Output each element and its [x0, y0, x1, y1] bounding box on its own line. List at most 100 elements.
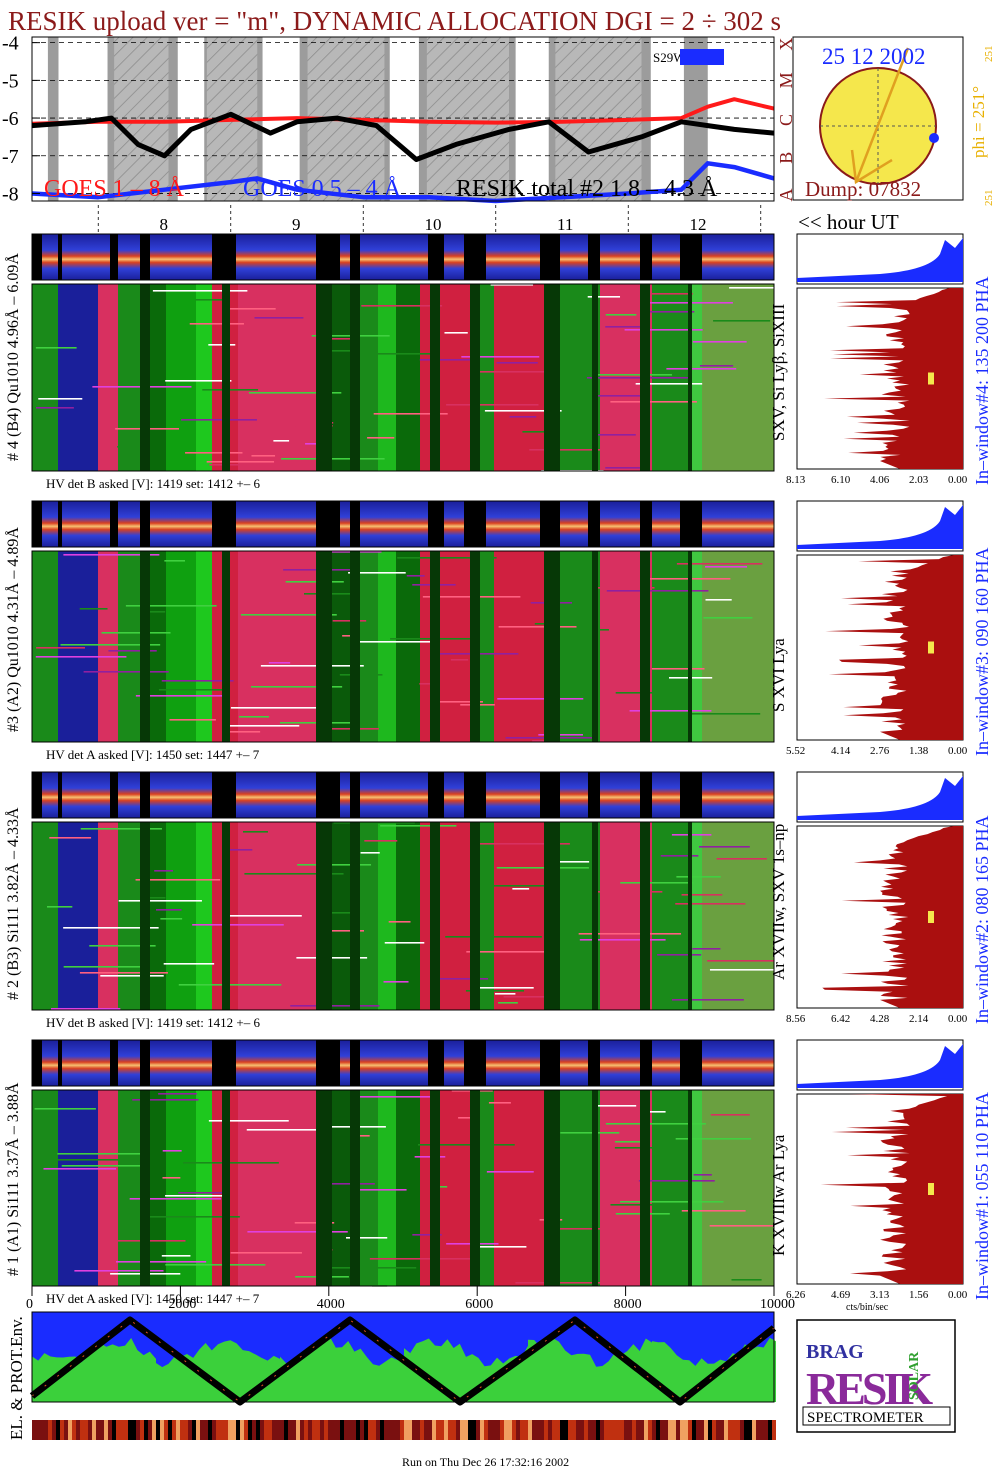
spectrogram-texture — [169, 719, 216, 721]
env-bar-cell — [540, 1420, 544, 1440]
spectrogram-column — [32, 551, 58, 742]
spectrogram-texture — [692, 341, 747, 343]
logo-brag: BRAG — [806, 1341, 864, 1363]
goes-series-2 — [31, 111, 775, 162]
spectrogram-column — [32, 1090, 58, 1286]
spectrogram-texture — [273, 440, 290, 442]
env-bar-cell — [536, 1420, 540, 1440]
spectrum-tick-label: 4.14 — [831, 745, 851, 757]
env-bar-cell — [756, 1420, 760, 1440]
env-bar-cell — [156, 1420, 160, 1440]
env-bar-cell — [52, 1420, 56, 1440]
spectrogram-dark-column — [430, 1090, 440, 1286]
legend-goes-short: GOES 0.5 – 4 Å — [243, 176, 402, 202]
spectrogram-dark-column — [140, 551, 150, 742]
spectrogram-column — [692, 284, 702, 471]
spectrum-profile — [825, 555, 963, 740]
strip-gap — [640, 234, 652, 280]
pha-distribution — [797, 1044, 963, 1088]
spectrogram-dark-column — [140, 1090, 150, 1286]
env-bar-cell — [564, 1420, 568, 1440]
spectrogram-column — [238, 284, 330, 471]
spectrogram-texture — [624, 329, 703, 331]
env-bar-cell — [372, 1420, 376, 1440]
spectrogram-frame — [31, 550, 775, 743]
spectrogram-texture — [135, 879, 221, 881]
spectrogram-dark-column — [350, 284, 360, 471]
goes-y-tick-label: -4 — [2, 33, 19, 55]
legend-resik-total: RESIK total #2 1.8 – 4.3 Å — [456, 176, 718, 202]
env-bar-cell — [380, 1420, 384, 1440]
spectrogram-texture — [63, 554, 160, 556]
detector-title: # 1 (A1) Si111 3.37Å – 3.88Å — [4, 1082, 22, 1276]
spectrogram-texture — [360, 852, 380, 854]
env-bar-cell — [444, 1420, 448, 1440]
spectrogram-texture — [419, 683, 437, 685]
spectrum-tick-label: 0.00 — [948, 474, 968, 486]
strip-frame — [31, 233, 775, 281]
spectrogram-column — [196, 822, 212, 1010]
spectrogram-texture — [189, 323, 244, 325]
goes-y-tick-label: -7 — [2, 146, 19, 168]
page-title: RESIK upload ver = "m", DYNAMIC ALLOCATI… — [8, 6, 781, 36]
spectrogram-texture — [244, 873, 344, 875]
env-bar-cell — [400, 1420, 404, 1440]
spectrogram-texture — [555, 861, 590, 863]
spectrogram-texture — [57, 1159, 138, 1161]
env-bar-cell — [264, 1420, 268, 1440]
env-bar-cell — [276, 1420, 280, 1440]
spectrum-tick-label: 5.52 — [786, 745, 805, 757]
spectrogram-column — [196, 1090, 212, 1286]
spectrogram-texture — [532, 740, 548, 742]
spectrogram-texture — [38, 398, 83, 400]
env-bar-cell — [36, 1420, 40, 1440]
env-bar-cell — [164, 1420, 168, 1440]
spectrogram-texture — [595, 374, 672, 376]
spectrogram-column — [196, 551, 212, 742]
strip-gap — [316, 501, 340, 547]
env-bar-cell — [232, 1420, 236, 1440]
spectrum-x-label: cts/bin/sec — [846, 1302, 889, 1313]
env-bar-cell — [768, 1420, 772, 1440]
spectrogram-column — [58, 551, 98, 742]
spectrogram-texture — [418, 1144, 515, 1146]
spectrogram-texture — [705, 566, 748, 568]
env-bar-cell — [592, 1420, 596, 1440]
spectrogram-texture — [605, 467, 647, 469]
env-bar-cell — [224, 1420, 228, 1440]
spectrum-marker — [928, 911, 934, 923]
logo-caption: SPECTROMETER — [807, 1410, 924, 1426]
spectrogram-texture — [351, 1135, 370, 1137]
hv-readout: HV det B asked [V]: 1419 set: 1412 +– 6 — [46, 476, 260, 491]
saa-hatch-3 — [426, 37, 509, 201]
pha-histogram — [796, 771, 964, 823]
saa-hatch-0 — [114, 37, 169, 201]
spectrogram-texture — [380, 825, 457, 827]
strip-gap — [212, 772, 236, 818]
channel-tick-label: 4000 — [317, 1297, 345, 1312]
env-bar-cell — [284, 1420, 288, 1440]
env-bar-cell — [760, 1420, 764, 1440]
env-bar-cell — [368, 1420, 372, 1440]
spectrogram-texture — [419, 359, 476, 361]
env-bar-cell — [104, 1420, 108, 1440]
env-panel-label: EL. & PROT.Env. — [7, 1316, 26, 1440]
env-bar-cell — [552, 1420, 556, 1440]
env-bar-cell — [124, 1420, 128, 1440]
env-bar-cell — [332, 1420, 336, 1440]
env-bar-cell — [396, 1420, 400, 1440]
env-bar-cell — [220, 1420, 224, 1440]
spectrogram-column — [420, 551, 478, 742]
spectrogram-texture — [595, 587, 655, 589]
spectrogram-texture — [406, 575, 425, 577]
goes-y-tick-label: -5 — [2, 70, 19, 92]
env-bar-cell — [212, 1420, 216, 1440]
spectrogram-texture — [534, 623, 593, 625]
spectrogram-texture — [192, 924, 284, 926]
spectrogram-texture — [498, 626, 577, 628]
spectrogram-texture — [675, 903, 746, 905]
spectrogram-texture — [710, 1114, 750, 1116]
spectrogram-texture — [676, 876, 721, 878]
env-bar-cell — [528, 1420, 532, 1440]
spectrogram-column — [378, 1090, 396, 1286]
